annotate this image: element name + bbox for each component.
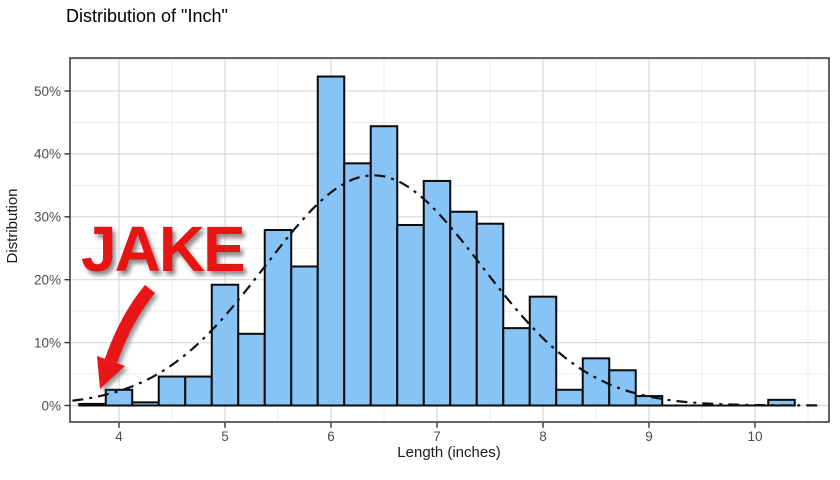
histogram-bar	[157, 375, 187, 407]
x-tick-label: 7	[433, 429, 441, 444]
y-tick-label: 30%	[34, 210, 61, 225]
jake-annotation-text: JAKE	[81, 213, 246, 285]
histogram-bar	[78, 402, 107, 407]
y-tick-label: 50%	[34, 84, 61, 99]
x-tick-label: 9	[645, 429, 653, 444]
histogram-bar	[343, 162, 372, 407]
histogram-bar	[184, 375, 213, 407]
x-tick-label: 4	[115, 429, 123, 444]
y-tick-label: 0%	[41, 398, 61, 413]
histogram-bar	[290, 265, 319, 407]
histogram-bar	[422, 179, 452, 407]
histogram-bar	[475, 222, 505, 407]
x-axis-title: Length (inches)	[397, 444, 501, 461]
histogram-bar	[449, 210, 478, 407]
normal-curve	[72, 174, 820, 407]
y-tick-label: 40%	[34, 147, 61, 162]
chart-title: Distribution of "Inch"	[66, 6, 228, 26]
y-tick-label: 10%	[34, 335, 61, 350]
y-axis-title: Distribution	[4, 188, 21, 264]
histogram-bar	[528, 295, 558, 407]
histogram-bar	[608, 369, 637, 407]
histogram-bar	[502, 327, 531, 407]
axis-tick-labels: 4 5 6 7 8 9 10 0% 10% 20% 30% 40% 50%	[34, 84, 763, 444]
histogram-bar	[396, 223, 425, 407]
x-tick-label: 6	[327, 429, 335, 444]
histogram-bars	[78, 75, 796, 407]
jake-annotation-arrow	[97, 284, 156, 389]
y-tick-label: 20%	[34, 273, 61, 288]
axis-tick-marks	[64, 90, 756, 428]
histogram-bar	[131, 401, 160, 407]
histogram-bar	[634, 395, 664, 407]
histogram-bar	[316, 75, 346, 407]
x-tick-label: 5	[221, 429, 229, 444]
x-tick-label: 8	[539, 429, 547, 444]
histogram-bar	[104, 388, 134, 407]
histogram-bar	[263, 229, 293, 407]
histogram-bar	[210, 283, 240, 407]
x-tick-label: 10	[747, 429, 762, 444]
histogram-bar	[369, 125, 399, 407]
panel-border	[69, 57, 830, 423]
histogram-bar	[555, 388, 584, 407]
histogram-bar	[237, 332, 266, 407]
